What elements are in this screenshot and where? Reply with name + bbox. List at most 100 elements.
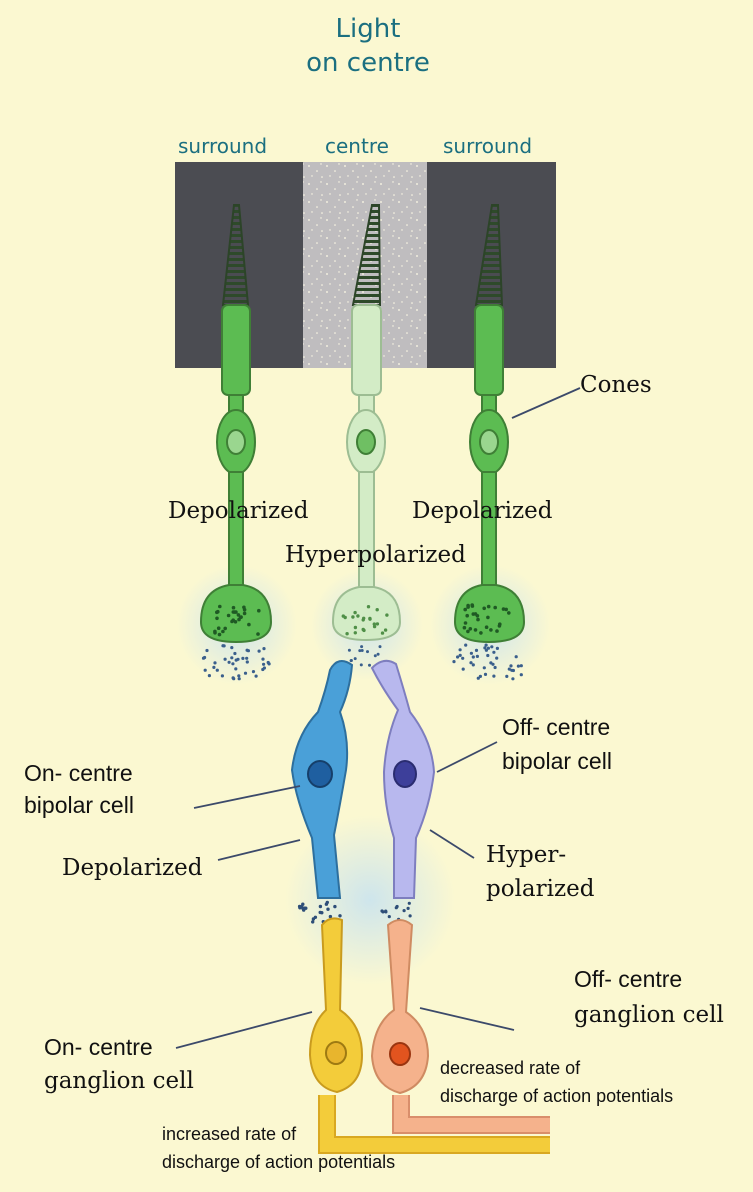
vesicle-dot <box>461 667 465 671</box>
vesicle-dot <box>341 614 345 618</box>
vesicle-dot <box>402 909 406 913</box>
vesicle-dot <box>261 667 265 672</box>
vesicle-dot <box>493 665 497 670</box>
vesicle-dot <box>458 648 462 652</box>
vesicle-dot <box>318 910 322 915</box>
vesicle-dot <box>366 650 369 654</box>
synaptic-vesicles <box>201 603 523 924</box>
vesicle-dot <box>492 650 496 654</box>
label-on-bipolar-line2: bipolar cell <box>24 792 134 818</box>
label-off-bipolar-line1: Off- centre <box>502 714 611 740</box>
title-line-1: Light <box>335 14 401 44</box>
vesicle-dot <box>468 627 473 631</box>
vesicle-dot <box>353 631 357 635</box>
vesicle-dot <box>476 617 480 622</box>
vesicle-dot <box>247 622 251 627</box>
label-off-ganglion-line1: Off- centre <box>574 966 683 992</box>
vesicle-dot <box>407 901 411 905</box>
vesicle-dot <box>381 910 385 914</box>
vesicle-dot <box>234 667 238 671</box>
vesicle-dot <box>385 613 389 617</box>
vesicle-dot <box>236 613 241 617</box>
vesicle-dot <box>234 658 238 662</box>
vesicle-dot <box>213 631 217 635</box>
vesicle-dot <box>203 668 207 672</box>
vesicle-dot <box>375 608 379 612</box>
vesicle-dot <box>215 616 219 621</box>
vesicle-dot <box>216 626 221 630</box>
vesicle-dot <box>212 665 216 670</box>
vesicle-dot <box>226 613 231 618</box>
title-line-2: on centre <box>306 48 430 78</box>
vesicle-dot <box>262 647 266 651</box>
vesicle-dot <box>483 646 487 650</box>
vesicle-dot <box>490 645 494 649</box>
pointer-lines <box>175 387 581 1049</box>
vesicle-dot <box>237 674 241 678</box>
vesicle-dot <box>318 904 323 909</box>
vesicle-dot <box>301 902 305 906</box>
vesicle-dot <box>245 656 249 660</box>
vesicle-dot <box>221 629 225 634</box>
label-hyper-line2: polarized <box>486 876 595 902</box>
vesicle-dot <box>241 656 245 661</box>
label-decreased-rate-line2: discharge of action potentials <box>440 1086 674 1106</box>
vesicle-dot <box>246 649 250 653</box>
vesicle-dot <box>483 672 488 677</box>
vesicle-dot <box>223 626 227 631</box>
vesicle-dot <box>237 677 241 681</box>
label-increased-rate-line1: increased rate of <box>162 1124 297 1144</box>
vesicle-dot <box>231 605 236 610</box>
vesicle-dot <box>519 664 523 668</box>
vesicle-dot <box>387 915 391 919</box>
vesicle-dot <box>324 902 329 906</box>
label-depolarized-bipolar: Depolarized <box>62 855 203 881</box>
vesicle-dot <box>217 632 222 637</box>
vesicle-dot <box>486 653 490 658</box>
vesicle-dot <box>242 607 247 612</box>
off-centre-ganglion-cell <box>370 919 430 1095</box>
vesicle-dot <box>256 632 260 636</box>
label-on-ganglion-line2: ganglion cell <box>44 1068 194 1094</box>
column-label-surround-right: surround <box>443 134 533 158</box>
vesicle-dot <box>486 615 490 620</box>
vesicle-dot <box>257 608 261 613</box>
vesicle-dot <box>470 603 475 607</box>
vesicle-dot <box>492 674 496 678</box>
vesicle-dot <box>501 607 506 611</box>
label-on-ganglion-line1: On- centre <box>44 1034 153 1060</box>
label-on-bipolar-line1: On- centre <box>24 760 133 786</box>
vesicle-dot <box>504 607 509 612</box>
vesicle-dot <box>326 907 330 911</box>
label-off-ganglion-line2: ganglion cell <box>574 1002 724 1028</box>
vesicle-dot <box>464 643 468 647</box>
label-increased-rate-line2: discharge of action potentials <box>162 1152 396 1172</box>
vesicle-dot <box>251 670 256 674</box>
vesicle-dot <box>333 904 337 909</box>
cone-middle <box>331 204 402 642</box>
cone-right <box>453 204 526 644</box>
vesicle-dot <box>345 632 349 636</box>
vesicle-dot <box>232 677 236 681</box>
vesicle-dot <box>254 674 258 678</box>
vesicle-dot <box>383 628 388 632</box>
vesicle-dot <box>452 660 456 664</box>
vesicle-dot <box>233 651 237 656</box>
vesicle-dot <box>495 656 499 660</box>
vesicle-dot <box>489 628 493 632</box>
vesicle-dot <box>505 674 509 679</box>
vesicle-dot <box>257 649 261 653</box>
off-bipolar-pointer <box>436 741 498 773</box>
depolarized-bipolar-pointer <box>217 839 301 861</box>
vesicle-dot <box>479 631 483 635</box>
vesicle-dot <box>243 671 248 675</box>
vesicle-dot <box>232 610 237 614</box>
vesicle-dot <box>353 625 358 630</box>
vesicle-dot <box>216 609 220 614</box>
vesicle-dot <box>359 663 363 667</box>
vesicle-dot <box>207 674 211 678</box>
vesicle-dot <box>360 645 364 649</box>
vesicle-dot <box>469 661 473 665</box>
vesicle-dot <box>349 659 353 662</box>
